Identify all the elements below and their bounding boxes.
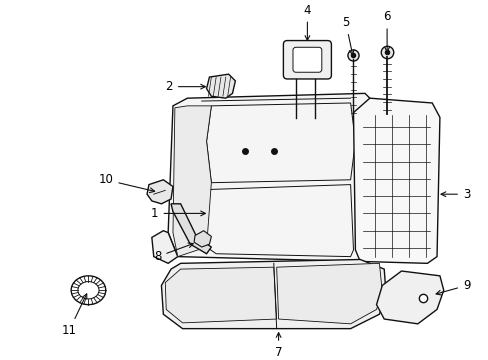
Text: 7: 7 — [274, 333, 282, 359]
Polygon shape — [161, 260, 386, 329]
Text: 2: 2 — [165, 80, 205, 93]
Text: 6: 6 — [383, 10, 390, 52]
Text: 8: 8 — [154, 243, 193, 263]
Polygon shape — [376, 271, 443, 324]
Polygon shape — [194, 231, 211, 247]
Text: 9: 9 — [435, 279, 469, 295]
Polygon shape — [171, 204, 211, 254]
Text: 4: 4 — [303, 4, 310, 40]
Polygon shape — [206, 74, 235, 98]
Polygon shape — [353, 98, 439, 264]
Polygon shape — [173, 106, 211, 257]
Text: 1: 1 — [151, 207, 205, 220]
Text: 5: 5 — [342, 16, 353, 55]
FancyBboxPatch shape — [283, 41, 331, 79]
Polygon shape — [147, 180, 173, 204]
FancyBboxPatch shape — [292, 47, 321, 72]
Text: 10: 10 — [99, 173, 154, 193]
Polygon shape — [151, 231, 178, 264]
Text: 3: 3 — [440, 188, 469, 201]
Polygon shape — [165, 267, 276, 323]
Polygon shape — [276, 264, 382, 324]
Text: 11: 11 — [61, 294, 87, 337]
Polygon shape — [168, 93, 388, 261]
